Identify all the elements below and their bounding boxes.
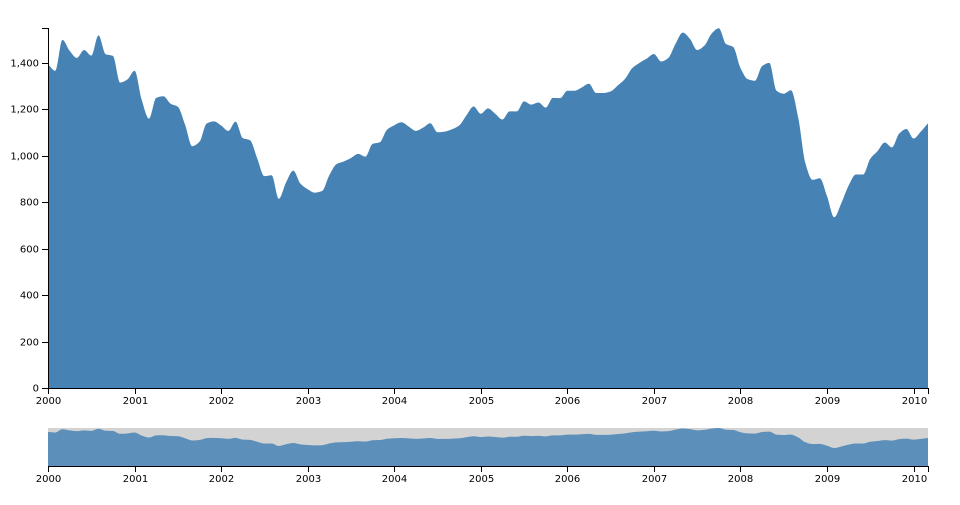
y-tick-label: 1,200 [10, 105, 39, 116]
y-tick-label: 400 [20, 291, 39, 302]
context-x-axis-tick-label: 2008 [728, 474, 753, 485]
context-x-axis-tick-label: 2005 [469, 474, 494, 485]
y-tick-label: 600 [20, 245, 39, 256]
x-axis-tick-label: 2003 [296, 396, 321, 407]
context-x-axis: 2000 2001 2002 2003 2004 2005 2006 2007 2008 2009… [36, 466, 929, 485]
x-axis-tick-label: 2007 [642, 396, 667, 407]
x-axis: 2000 2001 2002 2003 2004 2005 2006 2007 2008 2009… [36, 388, 929, 407]
y-axis: 0 200 400 600 800 1,000 1,200 1,400 [10, 28, 49, 395]
x-axis-tick-label: 2010 [902, 396, 927, 407]
context-x-axis-tick-label: 2002 [209, 474, 234, 485]
x-axis-tick-label: 2004 [382, 396, 407, 407]
y-tick-label: 200 [20, 338, 39, 349]
y-tick-label: 1,000 [10, 152, 39, 163]
context-x-axis-tick-label: 2003 [296, 474, 321, 485]
x-axis-tick-label: 2001 [123, 396, 148, 407]
x-axis-domain [48, 388, 929, 394]
y-tick-label: 1,400 [10, 59, 39, 70]
context-chart: 2000 2001 2002 2003 2004 2005 2006 2007 2008 2009… [36, 428, 929, 485]
y-tick-label: 0 [33, 384, 39, 395]
context-x-axis-tick-label: 2010 [902, 474, 927, 485]
focus-area-layer [48, 28, 928, 388]
context-area-layer [48, 428, 928, 466]
context-x-axis-domain [48, 466, 929, 472]
context-x-axis-tick-label: 2007 [642, 474, 667, 485]
context-area-series [48, 428, 928, 466]
x-axis-tick-label: 2002 [209, 396, 234, 407]
x-axis-tick-label: 2009 [815, 396, 840, 407]
context-x-axis-tick-label: 2000 [36, 474, 61, 485]
x-axis-tick-label: 2006 [555, 396, 580, 407]
context-x-axis-tick-label: 2001 [123, 474, 148, 485]
x-axis-tick-label: 2000 [36, 396, 61, 407]
context-x-axis-tick-label: 2009 [815, 474, 840, 485]
x-axis-tick-label: 2005 [469, 396, 494, 407]
y-axis-domain [42, 28, 49, 389]
y-tick-label: 800 [20, 198, 39, 209]
context-x-axis-tick-label: 2004 [382, 474, 407, 485]
focus-area-series [48, 28, 928, 388]
context-x-axis-tick-label: 2006 [555, 474, 580, 485]
x-axis-tick-label: 2008 [728, 396, 753, 407]
